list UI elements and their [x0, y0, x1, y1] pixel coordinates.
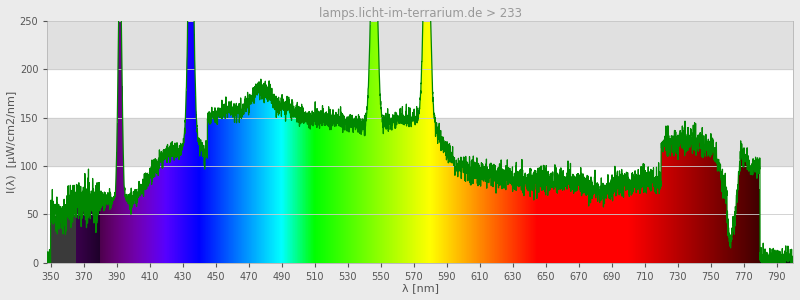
Bar: [47, 21, 793, 69]
Y-axis label: I(λ)  [μW/cm2/nm]: I(λ) [μW/cm2/nm]: [7, 91, 17, 193]
Title: lamps.licht-im-terrarium.de > 233: lamps.licht-im-terrarium.de > 233: [318, 7, 522, 20]
Bar: [47, 118, 793, 166]
X-axis label: λ [nm]: λ [nm]: [402, 283, 438, 293]
